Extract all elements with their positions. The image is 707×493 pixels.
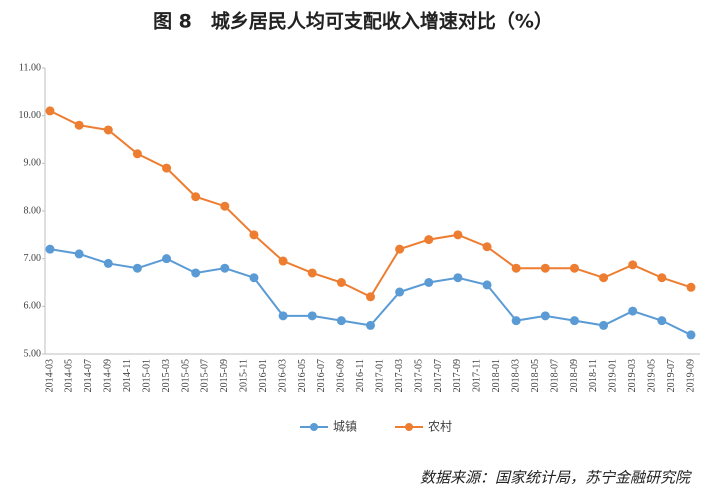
data-point bbox=[45, 106, 55, 116]
data-point bbox=[395, 244, 405, 254]
data-point bbox=[569, 263, 579, 273]
legend-marker bbox=[405, 423, 413, 431]
data-point bbox=[191, 192, 201, 202]
data-point bbox=[366, 320, 375, 330]
legend-label: 农村 bbox=[428, 420, 452, 434]
x-tick-label: 2014-07 bbox=[83, 359, 94, 392]
x-tick-label: 2015-11 bbox=[239, 359, 250, 392]
data-point bbox=[336, 316, 346, 326]
x-tick-label: 2016-09 bbox=[336, 359, 347, 392]
data-point bbox=[540, 311, 550, 321]
data-point bbox=[74, 120, 84, 130]
data-point bbox=[511, 316, 521, 326]
data-point bbox=[74, 249, 84, 259]
data-point bbox=[657, 316, 667, 326]
x-tick-label: 2017-03 bbox=[394, 359, 405, 392]
data-point bbox=[278, 311, 288, 321]
x-tick-label: 2014-03 bbox=[44, 359, 55, 392]
data-point bbox=[540, 263, 550, 273]
x-tick-label: 2015-09 bbox=[219, 359, 230, 392]
chart-title: 图 8 城乡居民人均可支配收入增速对比（%） bbox=[153, 10, 553, 33]
data-point bbox=[249, 230, 259, 240]
x-tick-label: 2017-11 bbox=[472, 359, 483, 392]
y-tick-label: 9.00 bbox=[24, 158, 42, 169]
data-point bbox=[424, 278, 434, 287]
data-point bbox=[453, 273, 463, 283]
x-tick-label: 2015-05 bbox=[180, 359, 191, 392]
data-point bbox=[191, 268, 201, 278]
legend-label: 城镇 bbox=[333, 420, 357, 434]
x-tick-label: 2016-07 bbox=[316, 359, 327, 392]
data-point bbox=[132, 263, 142, 273]
x-tick-label: 2016-11 bbox=[355, 359, 366, 392]
data-point bbox=[162, 254, 172, 264]
x-tick-label: 2016-01 bbox=[258, 359, 269, 392]
data-point bbox=[599, 320, 609, 330]
data-point bbox=[599, 273, 609, 283]
legend-marker bbox=[310, 423, 318, 431]
source-note: 数据来源：国家统计局，苏宁金融研究院 bbox=[420, 469, 692, 487]
x-tick-label: 2019-01 bbox=[608, 359, 619, 392]
x-tick-label: 2015-03 bbox=[161, 359, 172, 392]
x-tick-label: 2019-09 bbox=[685, 359, 696, 392]
data-point bbox=[336, 278, 346, 287]
x-tick-label: 2018-09 bbox=[569, 359, 580, 392]
data-point bbox=[628, 306, 638, 316]
x-tick-label: 2014-09 bbox=[103, 359, 114, 392]
x-tick-label: 2014-05 bbox=[64, 359, 75, 392]
x-tick-label: 2017-09 bbox=[452, 359, 463, 392]
data-point bbox=[220, 263, 230, 273]
data-point bbox=[395, 287, 405, 297]
data-point bbox=[132, 149, 142, 159]
y-tick-label: 8.00 bbox=[24, 205, 42, 216]
y-tick-label: 7.00 bbox=[24, 253, 42, 264]
data-point bbox=[45, 244, 55, 254]
data-point bbox=[103, 125, 113, 135]
data-point bbox=[366, 292, 375, 302]
data-point bbox=[307, 268, 317, 278]
x-tick-label: 2018-07 bbox=[549, 359, 560, 392]
data-point bbox=[162, 163, 172, 173]
data-point bbox=[569, 316, 579, 326]
data-point bbox=[220, 201, 230, 211]
x-tick-label: 2015-07 bbox=[200, 359, 211, 392]
data-point bbox=[424, 235, 434, 245]
data-point bbox=[278, 256, 288, 266]
data-point bbox=[103, 258, 113, 268]
data-point bbox=[686, 330, 696, 340]
y-tick-label: 11.00 bbox=[19, 62, 41, 73]
x-tick-label: 2017-07 bbox=[433, 359, 444, 392]
series-line bbox=[49, 110, 692, 299]
y-tick-label: 5.00 bbox=[24, 348, 42, 359]
x-tick-label: 2018-01 bbox=[491, 359, 502, 392]
data-point bbox=[482, 280, 492, 290]
y-tick-label: 6.00 bbox=[24, 301, 42, 312]
x-tick-label: 2017-05 bbox=[413, 359, 424, 392]
x-tick-label: 2014-11 bbox=[122, 359, 133, 392]
data-point bbox=[453, 230, 463, 240]
x-tick-label: 2015-01 bbox=[141, 359, 152, 392]
x-tick-label: 2019-07 bbox=[666, 359, 677, 392]
data-point bbox=[657, 273, 667, 283]
x-tick-label: 2016-05 bbox=[297, 359, 308, 392]
data-point bbox=[307, 311, 317, 321]
data-point bbox=[686, 282, 696, 292]
x-tick-label: 2019-05 bbox=[646, 359, 657, 392]
data-point bbox=[511, 263, 521, 273]
data-point bbox=[628, 260, 638, 270]
data-point bbox=[482, 242, 492, 252]
data-point bbox=[249, 273, 259, 283]
x-tick-label: 2017-01 bbox=[375, 359, 386, 392]
x-tick-label: 2019-03 bbox=[627, 359, 638, 392]
x-tick-label: 2016-03 bbox=[277, 359, 288, 392]
y-tick-label: 10.00 bbox=[19, 110, 42, 121]
x-tick-label: 2018-03 bbox=[510, 359, 521, 392]
x-tick-label: 2018-11 bbox=[588, 359, 599, 392]
x-tick-label: 2018-05 bbox=[530, 359, 541, 392]
